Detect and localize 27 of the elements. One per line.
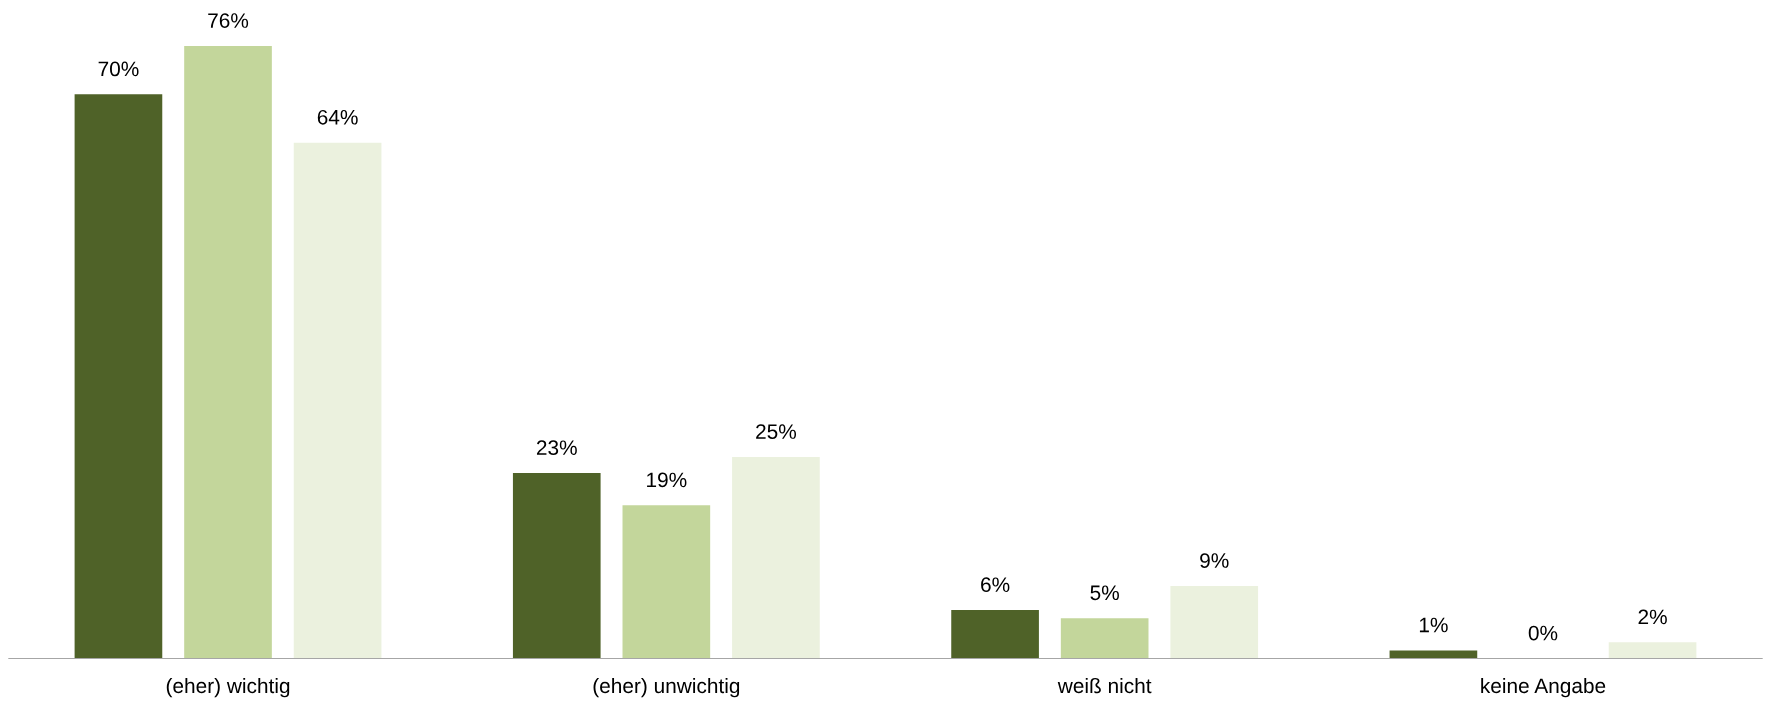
- data-label: 6%: [981, 577, 1010, 593]
- bar: [74, 94, 163, 659]
- bar: [622, 505, 711, 659]
- data-label: 5%: [1090, 585, 1119, 601]
- data-label: 1%: [1419, 617, 1448, 633]
- data-label: 64%: [317, 109, 358, 125]
- bar: [293, 142, 382, 659]
- bar: [1389, 650, 1478, 659]
- x-tick-label: (eher) unwichtig: [593, 677, 740, 698]
- data-label: 9%: [1200, 553, 1229, 568]
- bar: [1170, 585, 1259, 659]
- data-label: 23%: [536, 440, 577, 456]
- data-label: 0%: [1528, 625, 1558, 641]
- bar: [512, 473, 601, 659]
- data-label: 19%: [647, 472, 687, 488]
- data-label: 25%: [756, 424, 797, 439]
- bar: [1608, 642, 1697, 659]
- data-label: 2%: [1638, 609, 1667, 625]
- data-label: 76%: [208, 13, 249, 28]
- bar: [184, 45, 272, 659]
- bar: [951, 610, 1039, 659]
- x-tick-label: keine Angabe: [1481, 677, 1606, 698]
- x-tick-label: (eher) wichtig: [166, 677, 290, 698]
- bar: [1060, 618, 1149, 659]
- data-label: 70%: [98, 61, 139, 77]
- x-tick-label: weiß nicht: [1057, 677, 1152, 694]
- bar: [732, 456, 820, 659]
